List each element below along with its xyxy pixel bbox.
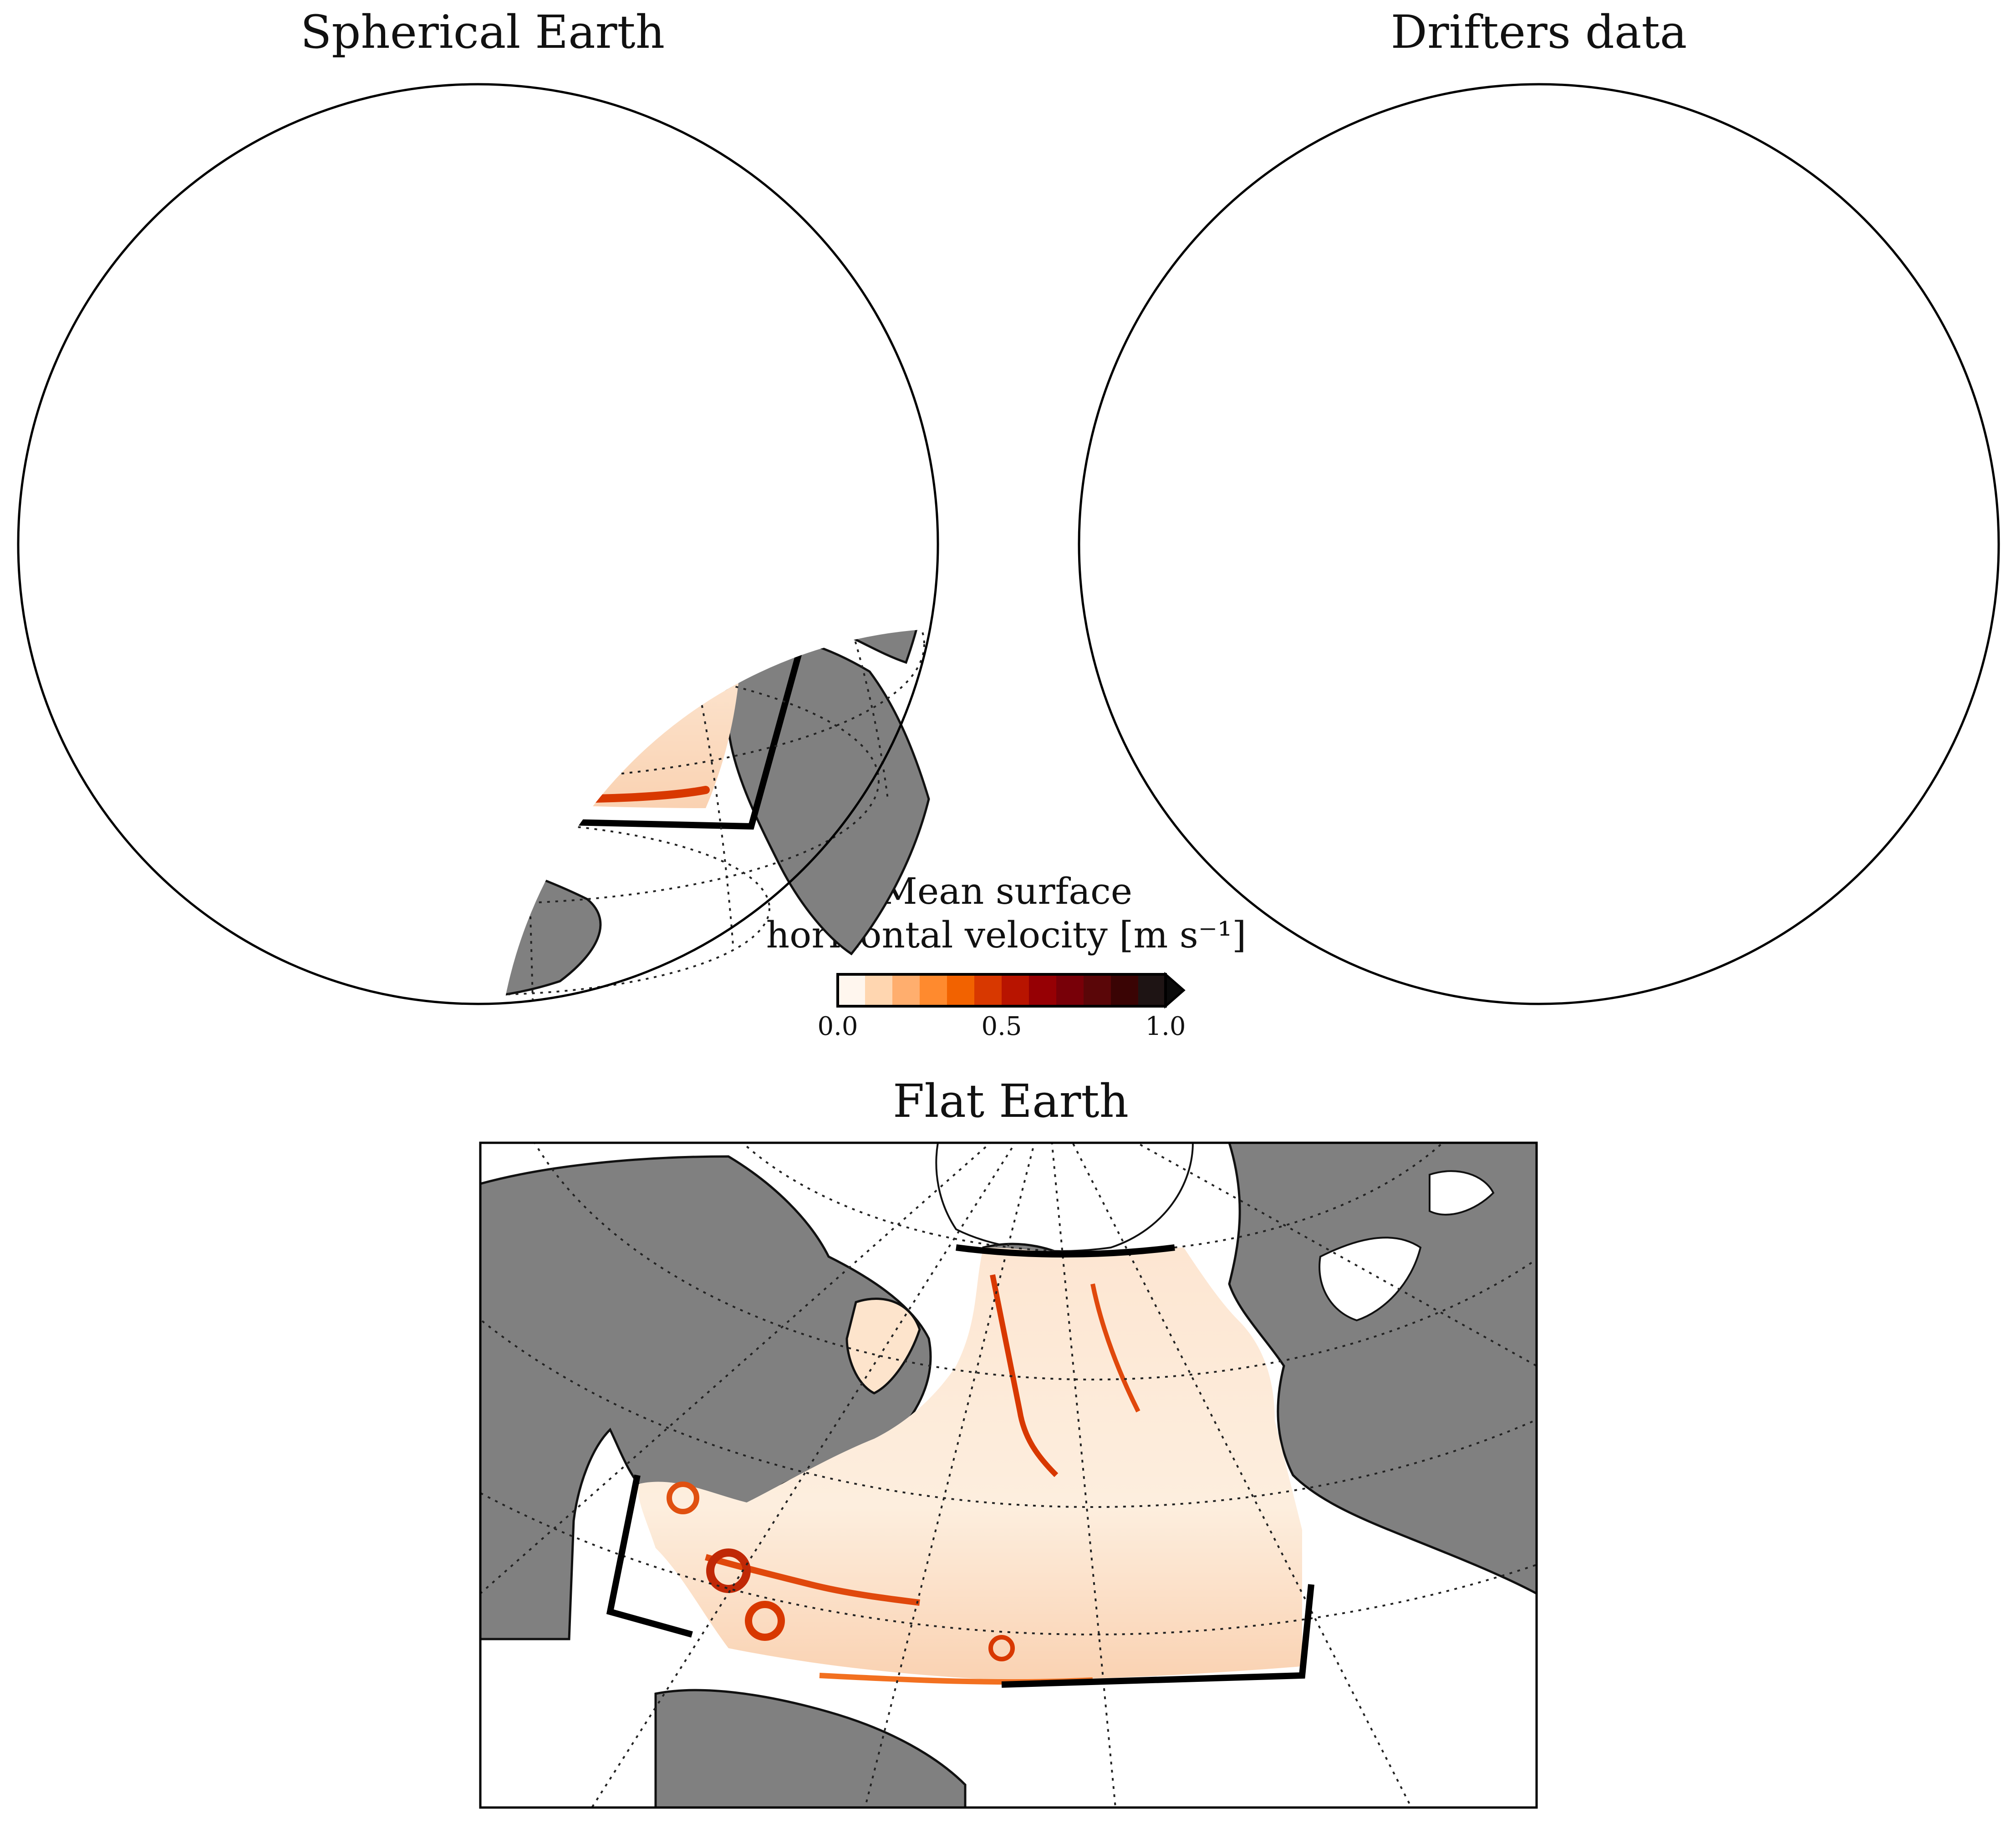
colorbar-tick-0: 0.0 — [817, 1012, 858, 1041]
globe-outline — [17, 83, 939, 1005]
colorbar-tick-2: 1.0 — [1145, 1012, 1186, 1041]
landmass-eurasia — [1228, 1143, 1537, 1595]
colorbar-segment — [1029, 974, 1057, 1006]
colorbar-segment — [1084, 974, 1111, 1006]
colorbar — [836, 972, 1186, 1009]
globe-outline — [1078, 83, 2000, 1005]
colorbar-segment — [838, 974, 865, 1006]
colorbar-segment — [947, 974, 975, 1006]
colorbar-frame — [836, 973, 1167, 1008]
colorbar-segment — [1111, 974, 1139, 1006]
colorbar-tick-1: 0.5 — [981, 1012, 1022, 1041]
velocity-field-region — [637, 1248, 1302, 1680]
white-sea — [1429, 1170, 1495, 1216]
panel-title-spherical: Spherical Earth — [300, 5, 665, 59]
colorbar-segment — [974, 974, 1002, 1006]
colorbar-segment — [920, 974, 947, 1006]
colorbar-extend-triangle — [1164, 972, 1186, 1009]
globe-ocean — [1079, 84, 1999, 1004]
map-flat-earth — [479, 1141, 1538, 1809]
colorbar-segment — [865, 974, 893, 1006]
map-spherical-earth — [17, 83, 939, 1005]
colorbar-title-line1: Mean surface — [880, 870, 1133, 912]
panel-frame — [479, 1141, 1538, 1809]
domain-boundary — [606, 1244, 1314, 1688]
colorbar-segments — [838, 974, 1166, 1006]
colorbar-segment — [1138, 974, 1166, 1006]
map-drifters-data — [1078, 83, 2000, 1005]
colorbar-segment — [892, 974, 920, 1006]
colorbar-segment — [1002, 974, 1029, 1006]
panel-title-drifters: Drifters data — [1390, 5, 1687, 59]
panel-title-flat: Flat Earth — [893, 1074, 1129, 1128]
colorbar-segment — [1056, 974, 1084, 1006]
landmass-south-america — [654, 1689, 967, 1808]
